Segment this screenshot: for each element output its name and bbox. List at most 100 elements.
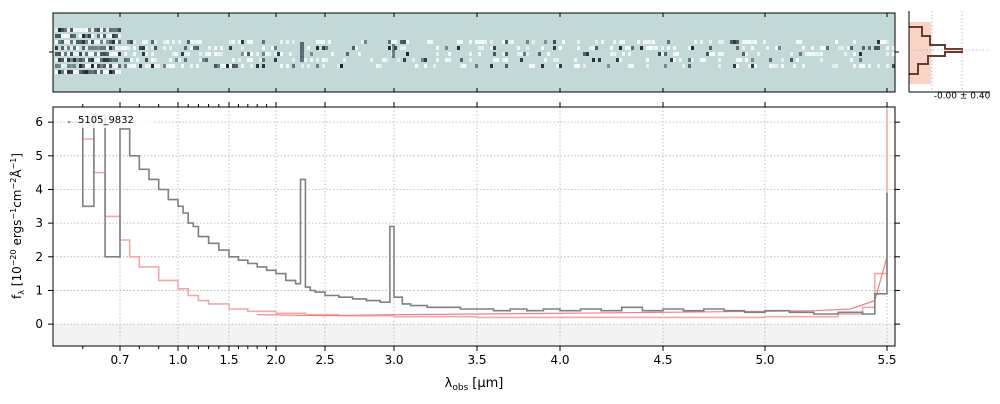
image-pixel xyxy=(205,58,208,62)
image-pixel xyxy=(484,40,487,44)
image-pixel xyxy=(646,46,649,50)
image-pixel xyxy=(835,64,838,68)
image-pixel xyxy=(118,40,121,44)
image-pixel xyxy=(67,64,70,68)
image-pixel xyxy=(832,64,835,68)
image-pixel xyxy=(394,46,397,50)
image-pixel xyxy=(640,46,643,50)
y-tick-label: 5 xyxy=(35,149,43,163)
image-pixel xyxy=(457,46,460,50)
x-axis: 0.7 1.0 1.5 2.0 2.5 3.0 3.5 4.0 4.5 5.0 5.5 xyxy=(82,102,897,367)
image-pixel xyxy=(691,58,694,62)
image-pixel xyxy=(118,34,121,38)
image-pixel xyxy=(811,46,814,50)
image-pixel xyxy=(820,46,823,50)
image-pixel xyxy=(115,52,118,56)
image-pixel xyxy=(118,64,121,68)
image-pixel xyxy=(403,58,406,62)
image-pixel xyxy=(424,64,427,68)
image-pixel xyxy=(583,52,586,56)
image-pixel xyxy=(274,52,277,56)
image-pixel xyxy=(103,64,106,68)
image-pixel xyxy=(751,46,754,50)
image-pixel xyxy=(886,40,889,44)
image-pixel xyxy=(601,40,604,44)
image-pixel xyxy=(199,58,202,62)
image-pixel xyxy=(292,64,295,68)
image-pixel xyxy=(493,46,496,50)
image-pixel xyxy=(631,64,634,68)
image-pixel xyxy=(700,40,703,44)
image-pixel xyxy=(124,46,127,50)
image-pixel xyxy=(280,64,283,68)
image-pixel xyxy=(625,46,628,50)
image-pixel xyxy=(718,40,721,44)
image-pixel xyxy=(112,70,115,74)
image-pixel xyxy=(67,70,70,74)
image-pixel xyxy=(511,40,514,44)
image-pixel xyxy=(406,52,409,56)
image-pixel xyxy=(310,58,313,62)
image-pixel xyxy=(82,58,85,62)
image-pixel xyxy=(112,64,115,68)
image-pixel xyxy=(562,40,565,44)
image-panel-ticks xyxy=(49,13,899,92)
image-pixel xyxy=(97,70,100,74)
image-pixel xyxy=(214,46,217,50)
image-pixel xyxy=(64,34,67,38)
image-pixel xyxy=(607,64,610,68)
image-pixel xyxy=(847,46,850,50)
x-axis-title-symbol: λ xyxy=(445,376,453,391)
image-panel-trace xyxy=(55,28,895,74)
image-pixel xyxy=(76,70,79,74)
image-pixel xyxy=(880,40,883,44)
image-pixel xyxy=(709,46,712,50)
image-pixel xyxy=(628,52,631,56)
image-pixel xyxy=(502,52,505,56)
image-pixel xyxy=(124,64,127,68)
image-pixel xyxy=(130,58,133,62)
image-pixel xyxy=(64,64,67,68)
image-pixel xyxy=(91,46,94,50)
image-pixel xyxy=(577,40,580,44)
image-pixel xyxy=(172,64,175,68)
image-pixel xyxy=(76,52,79,56)
image-pixel xyxy=(868,64,871,68)
image-pixel xyxy=(490,40,493,44)
image-pixel xyxy=(805,52,808,56)
image-pixel xyxy=(64,40,67,44)
image-pixel xyxy=(310,52,313,56)
image-pixel xyxy=(736,58,739,62)
image-pixel xyxy=(382,58,385,62)
image-pixel xyxy=(802,64,805,68)
image-pixel xyxy=(238,58,241,62)
image-pixel xyxy=(307,64,310,68)
image-pixel xyxy=(73,28,76,32)
image-pixel xyxy=(115,58,118,62)
image-pixel xyxy=(133,52,136,56)
image-pixel xyxy=(64,70,67,74)
image-pixel xyxy=(97,52,100,56)
image-pixel xyxy=(151,64,154,68)
image-pixel xyxy=(196,64,199,68)
image-pixel xyxy=(103,70,106,74)
image-pixel xyxy=(496,58,499,62)
image-pixel xyxy=(106,58,109,62)
image-pixel xyxy=(82,40,85,44)
image-pixel xyxy=(613,40,616,44)
image-pixel xyxy=(79,64,82,68)
image-pixel xyxy=(682,64,685,68)
image-pixel xyxy=(130,64,133,68)
image-pixel xyxy=(151,40,154,44)
image-pixel xyxy=(61,64,64,68)
image-pixel xyxy=(505,64,508,68)
image-pixel xyxy=(892,46,895,50)
image-pixel xyxy=(688,58,691,62)
image-pixel xyxy=(67,40,70,44)
image-pixel xyxy=(82,64,85,68)
image-pixel xyxy=(112,46,115,50)
image-pixel xyxy=(754,64,757,68)
image-pixel xyxy=(100,34,103,38)
image-pixel xyxy=(145,64,148,68)
image-pixel xyxy=(112,34,115,38)
